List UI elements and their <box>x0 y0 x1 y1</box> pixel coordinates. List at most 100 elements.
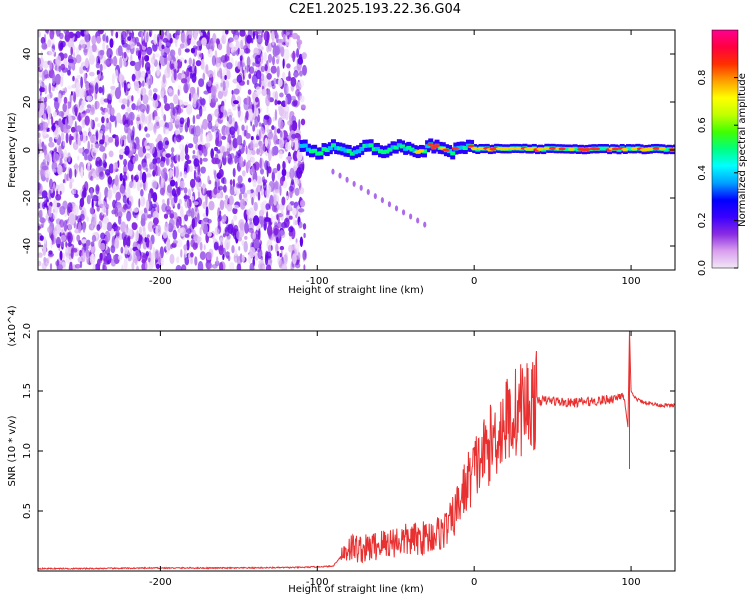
spectrogram-cell <box>40 209 43 215</box>
spectrogram-cell <box>102 264 107 270</box>
spectrogram-cell <box>80 76 83 89</box>
spectrogram-cell <box>203 244 206 251</box>
spectrogram-cell <box>48 141 55 148</box>
spectrogram-cell <box>146 199 150 211</box>
spectrogram-cell <box>294 242 300 251</box>
spectrogram-cell <box>226 69 231 80</box>
spectrogram-cell <box>60 63 66 71</box>
spectrogram-cell <box>182 145 185 154</box>
spectrogram-cell <box>229 186 235 196</box>
spectrogram-cell <box>72 233 75 243</box>
spectrogram-cell <box>139 210 144 215</box>
spectrogram-cell <box>269 259 273 264</box>
spectrogram-cell <box>123 258 128 270</box>
spectrogram-cell <box>73 91 76 103</box>
spectrogram-cell <box>208 263 213 269</box>
spectrogram-cell <box>97 50 104 60</box>
spectrogram-cell <box>114 206 119 218</box>
spectrogram-cell <box>139 226 142 235</box>
spectrogram-cell <box>265 264 272 270</box>
spectrogram-cell <box>295 89 300 97</box>
spectrogram-cell <box>62 179 65 184</box>
spectrogram-cell <box>99 145 106 152</box>
spectrogram-cell <box>263 114 270 120</box>
spectrogram-cell <box>139 103 146 113</box>
spectrogram-cell <box>241 124 245 131</box>
spectrogram-cell <box>70 91 73 96</box>
spectrogram-cell <box>125 188 130 199</box>
spectrogram-cell <box>120 30 127 40</box>
spectrogram-cell <box>279 176 284 186</box>
spectrogram-cell <box>103 257 109 262</box>
spectrogram-cell <box>247 30 253 39</box>
spectrogram-cell <box>246 79 250 86</box>
spectrogram-cell <box>262 30 265 33</box>
spectrogram-cell <box>90 241 95 247</box>
spectrogram-cell <box>141 56 145 68</box>
spectrogram-cell <box>244 115 247 124</box>
spectrogram-cell <box>80 113 86 118</box>
spectrogram-cell <box>43 113 47 120</box>
spectrogram-cell <box>184 144 189 156</box>
spectrogram-cell <box>63 149 68 161</box>
spectrogram-cell <box>66 101 69 114</box>
spectrogram-cell <box>301 155 305 165</box>
spectrogram-cell <box>137 98 142 106</box>
spectrogram-cell <box>55 30 61 37</box>
spectrogram-cell <box>194 256 198 266</box>
spectrogram-cell <box>246 209 251 216</box>
spectrogram-cell <box>124 138 127 148</box>
spectrogram-cell <box>156 64 161 77</box>
spectrogram-cell <box>193 31 198 40</box>
spectrogram-cell <box>41 190 48 199</box>
spectrogram-cell <box>61 90 66 96</box>
spectrogram-cell <box>99 139 105 145</box>
spectrogram-cell <box>65 247 68 253</box>
spectrogram-cell <box>140 196 145 207</box>
spectrogram-trail <box>366 189 370 195</box>
spectrogram-cell <box>298 221 303 229</box>
spectrogram-cell <box>194 125 201 137</box>
spectrogram-cell <box>119 148 125 156</box>
spectrogram-cell <box>215 137 219 147</box>
spectrogram-cell <box>281 46 285 57</box>
signal-peak <box>470 147 478 151</box>
spectrogram-cell <box>154 53 160 58</box>
spectrogram-cell <box>193 158 200 167</box>
signal-band-inner <box>359 146 365 151</box>
spectrogram-cell <box>160 103 164 113</box>
spectrogram-cell <box>223 151 227 159</box>
spectrogram-cell <box>188 124 195 135</box>
spectrogram-cell <box>121 39 125 46</box>
spectrogram-cell <box>195 143 199 150</box>
spectrogram-cell <box>243 192 248 199</box>
spectrogram-cell <box>169 169 174 178</box>
spectrogram-cell <box>207 70 214 78</box>
signal-band-inner <box>421 149 427 154</box>
spectrogram-cell <box>266 45 269 52</box>
spectrogram-cell <box>288 244 293 253</box>
spectrogram-cell <box>190 38 196 46</box>
spectrogram-cell <box>207 30 210 36</box>
spectrogram-cell <box>292 99 298 107</box>
spectrogram-cell <box>179 117 185 125</box>
spectrogram-cell <box>136 214 139 221</box>
spectrogram-cell <box>279 245 285 251</box>
spectrogram-cell <box>44 74 50 79</box>
spectrogram-cell <box>297 252 301 261</box>
spectrogram-cell <box>177 154 181 162</box>
spectrogram-cell <box>87 140 90 152</box>
spectrogram-cell <box>57 93 62 104</box>
spectrogram-cell <box>140 87 147 96</box>
snr-panel: -200 -100 0 100 0.5 1.0 1.5 2.0 Height of stra… <box>7 305 676 595</box>
spectrogram-cell <box>210 85 217 96</box>
spectrogram-cell <box>49 92 53 98</box>
spectrogram-cell <box>269 194 274 207</box>
spectrogram-cell <box>67 242 72 248</box>
spectrogram-cell <box>234 249 238 257</box>
spectrogram-cell <box>162 230 168 239</box>
spectrogram-cell <box>265 189 270 197</box>
spectrogram-cell <box>38 31 41 38</box>
spectrogram-cell <box>58 118 62 128</box>
